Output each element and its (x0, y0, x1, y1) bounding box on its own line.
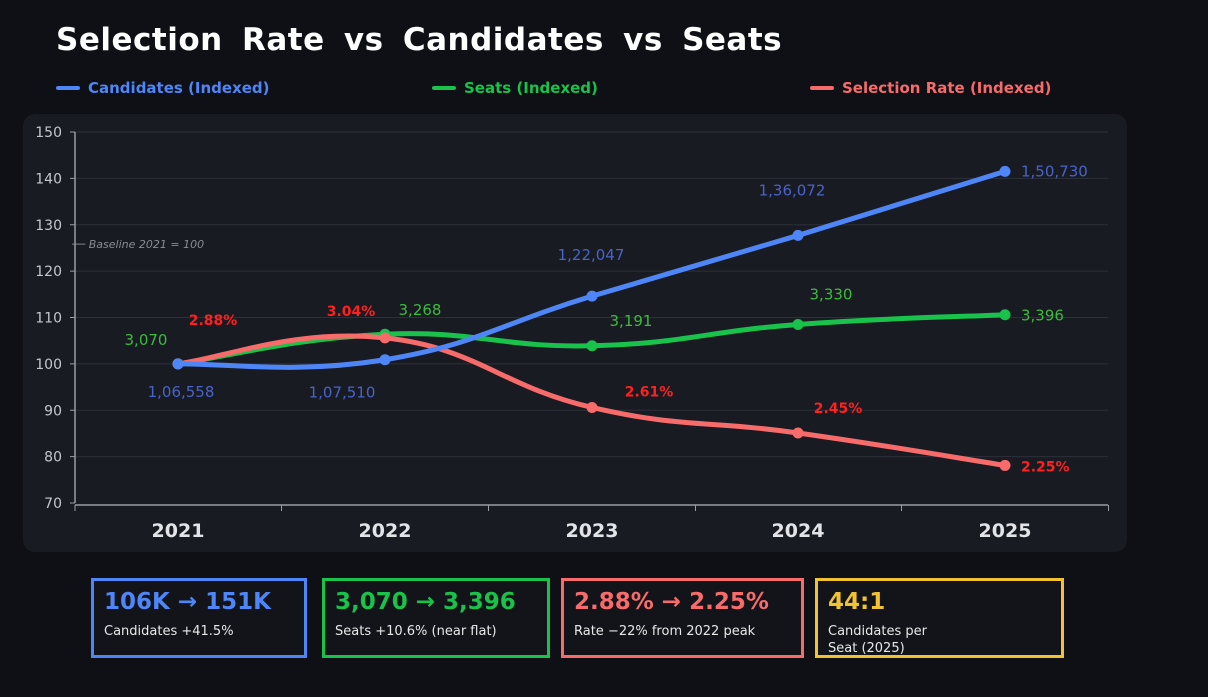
stat-card-candidates: 106K → 151K Candidates +41.5% (91, 578, 307, 658)
legend-label-selection-rate: Selection Rate (Indexed) (842, 79, 1052, 97)
data-label-seats: 3,268 (399, 301, 442, 319)
y-tick-label: 130 (35, 218, 62, 234)
x-tick-label: 2023 (566, 520, 619, 542)
data-point-candidates[interactable] (999, 165, 1011, 177)
data-label-seats: 3,191 (610, 312, 653, 330)
y-tick-label: 70 (44, 496, 62, 512)
data-label-candidates: 1,06,558 (148, 383, 215, 401)
y-tick-label: 150 (35, 125, 62, 141)
data-point-selection-rate[interactable] (999, 459, 1011, 471)
data-point-candidates[interactable] (586, 290, 598, 302)
data-point-seats[interactable] (999, 309, 1011, 321)
data-label-selection-rate: 2.25% (1021, 459, 1070, 475)
data-label-seats: 3,396 (1021, 307, 1064, 325)
legend-swatch-seats (432, 86, 456, 90)
data-label-selection-rate: 3.04% (327, 304, 376, 320)
stat-card-seats: 3,070 → 3,396 Seats +10.6% (near flat) (322, 578, 550, 658)
stat-card-desc: Candidates +41.5% (104, 624, 234, 639)
stat-card-value: 44:1 (828, 589, 886, 615)
stat-card-rate: 2.88% → 2.25% Rate −22% from 2022 peak (561, 578, 804, 658)
series-line-selection-rate (175, 333, 1008, 468)
legend-item-selection-rate[interactable]: Selection Rate (Indexed) (810, 79, 1051, 97)
legend-label-seats: Seats (Indexed) (464, 79, 598, 97)
stat-card-value: 2.88% → 2.25% (574, 589, 769, 615)
data-label-seats: 3,330 (810, 285, 853, 303)
chart-panel (23, 114, 1127, 552)
data-point-seats[interactable] (586, 340, 598, 352)
legend-swatch-selection-rate (810, 86, 834, 90)
data-label-candidates: 1,36,072 (759, 181, 826, 199)
stat-card-desc: Seats +10.6% (near flat) (335, 624, 497, 639)
data-point-candidates[interactable] (379, 354, 391, 366)
baseline-note-text: Baseline 2021 = 100 (89, 238, 204, 251)
x-tick-label: 2024 (772, 520, 825, 542)
data-label-candidates: 1,07,510 (309, 384, 376, 402)
stat-card-ratio: 44:1 Candidates per Seat (2025) (815, 578, 1064, 658)
y-tick-label: 120 (35, 264, 62, 280)
x-tick-label: 2025 (979, 520, 1032, 542)
data-point-candidates[interactable] (792, 229, 804, 241)
x-tick-label: 2021 (152, 520, 205, 542)
data-label-selection-rate: 2.88% (189, 313, 238, 329)
y-tick-label: 90 (44, 403, 62, 419)
data-label-selection-rate: 2.45% (814, 401, 863, 417)
stat-card-desc: Rate −22% from 2022 peak (574, 624, 756, 639)
legend-item-candidates[interactable]: Candidates (Indexed) (56, 79, 270, 97)
data-point-selection-rate[interactable] (792, 427, 804, 439)
data-point-selection-rate[interactable] (586, 401, 598, 413)
baseline-dash: ── (71, 238, 89, 251)
data-label-candidates: 1,22,047 (558, 246, 625, 264)
data-labels: 3,070 3,268 3,191 3,330 3,396 2.88% 3.04% 2.61%… (125, 162, 1088, 475)
data-point-selection-rate[interactable] (379, 332, 391, 344)
y-tick-label: 110 (35, 311, 62, 327)
data-label-candidates: 1,50,730 (1021, 162, 1088, 180)
data-point-candidates[interactable] (172, 358, 184, 370)
legend-item-seats[interactable]: Seats (Indexed) (432, 79, 598, 97)
data-label-seats: 3,070 (125, 331, 168, 349)
axes: 70 80 90 100 110 120 130 140 150 2021 2022 2023 2024… (35, 125, 1109, 542)
y-tick-label: 80 (44, 450, 62, 466)
stat-card-value: 106K → 151K (104, 589, 271, 615)
data-points (172, 165, 1011, 471)
chart-title: Selection Rate vs Candidates vs Seats (56, 22, 783, 58)
data-label-selection-rate: 2.61% (625, 384, 674, 400)
series-lines (175, 168, 1008, 468)
legend-label-candidates: Candidates (Indexed) (88, 79, 270, 97)
y-tick-label: 100 (35, 357, 62, 373)
x-tick-label: 2022 (359, 520, 412, 542)
y-tick-label: 140 (35, 171, 62, 187)
stat-card-value: 3,070 → 3,396 (335, 589, 516, 615)
stat-card-desc: Candidates per Seat (2025) (828, 624, 927, 656)
data-point-seats[interactable] (792, 318, 804, 330)
baseline-note: ── Baseline 2021 = 100 (71, 238, 204, 251)
legend-swatch-candidates (56, 86, 80, 90)
